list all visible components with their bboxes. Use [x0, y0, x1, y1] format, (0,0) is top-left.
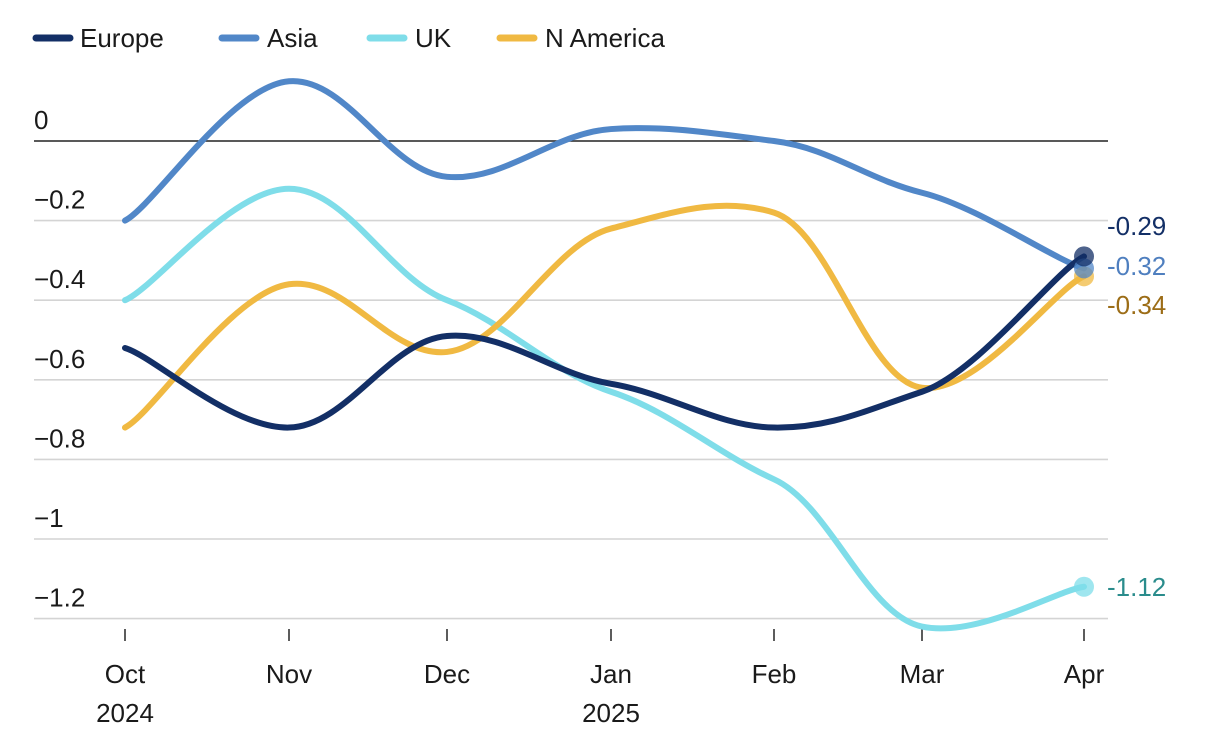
legend-item-asia[interactable]: Asia	[218, 23, 318, 53]
end-marker-europe[interactable]	[1074, 246, 1094, 267]
legend-label-n-america: N America	[545, 23, 665, 53]
series-lines	[122, 78, 1087, 632]
end-label-asia: -0.32	[1107, 251, 1166, 281]
x-tick-label-feb: Feb	[752, 659, 797, 689]
y-tick-label: −1	[34, 503, 64, 533]
legend-label-asia: Asia	[267, 23, 318, 53]
x-year-label: 2024	[96, 698, 154, 728]
legend-label-uk: UK	[415, 23, 452, 53]
x-axis: Oct 2024 Nov Dec Jan 2025 Feb Mar Apr	[96, 629, 1105, 728]
x-year-label: 2025	[582, 698, 640, 728]
y-tick-label: −1.2	[34, 583, 85, 613]
x-tick-label-oct: Oct	[105, 659, 146, 689]
end-label-n-america: -0.34	[1107, 290, 1166, 320]
x-tick-label-mar: Mar	[900, 659, 945, 689]
y-tick-label: −0.2	[34, 185, 85, 215]
y-axis: 0 −0.2 −0.4 −0.6 −0.8 −1 −1.2	[34, 105, 85, 613]
series-line-asia[interactable]	[122, 78, 1087, 272]
series-line-n-america[interactable]	[122, 202, 1087, 431]
end-label-uk: -1.12	[1107, 572, 1166, 602]
series-line-uk[interactable]	[122, 185, 1087, 632]
legend-label-europe: Europe	[80, 23, 164, 53]
x-tick-label-jan: Jan	[590, 659, 632, 689]
y-tick-label: −0.6	[34, 344, 85, 374]
legend-item-uk[interactable]: UK	[366, 23, 452, 53]
y-tick-label: 0	[34, 105, 48, 135]
x-tick-label-apr: Apr	[1064, 659, 1105, 689]
y-tick-label: −0.4	[34, 264, 85, 294]
end-labels: -0.29 -0.32 -1.12 -0.34	[1107, 211, 1166, 602]
legend-item-europe[interactable]: Europe	[32, 23, 164, 53]
y-tick-label: −0.8	[34, 423, 85, 453]
end-marker-uk[interactable]	[1074, 576, 1094, 597]
x-tick-label-nov: Nov	[266, 659, 312, 689]
series-line-europe[interactable]	[122, 253, 1087, 431]
legend-item-n-america[interactable]: N America	[496, 23, 665, 53]
x-tick-label-dec: Dec	[424, 659, 470, 689]
end-label-europe: -0.29	[1107, 211, 1166, 241]
legend: Europe Asia UK N America	[32, 23, 665, 53]
end-markers	[1074, 246, 1094, 597]
